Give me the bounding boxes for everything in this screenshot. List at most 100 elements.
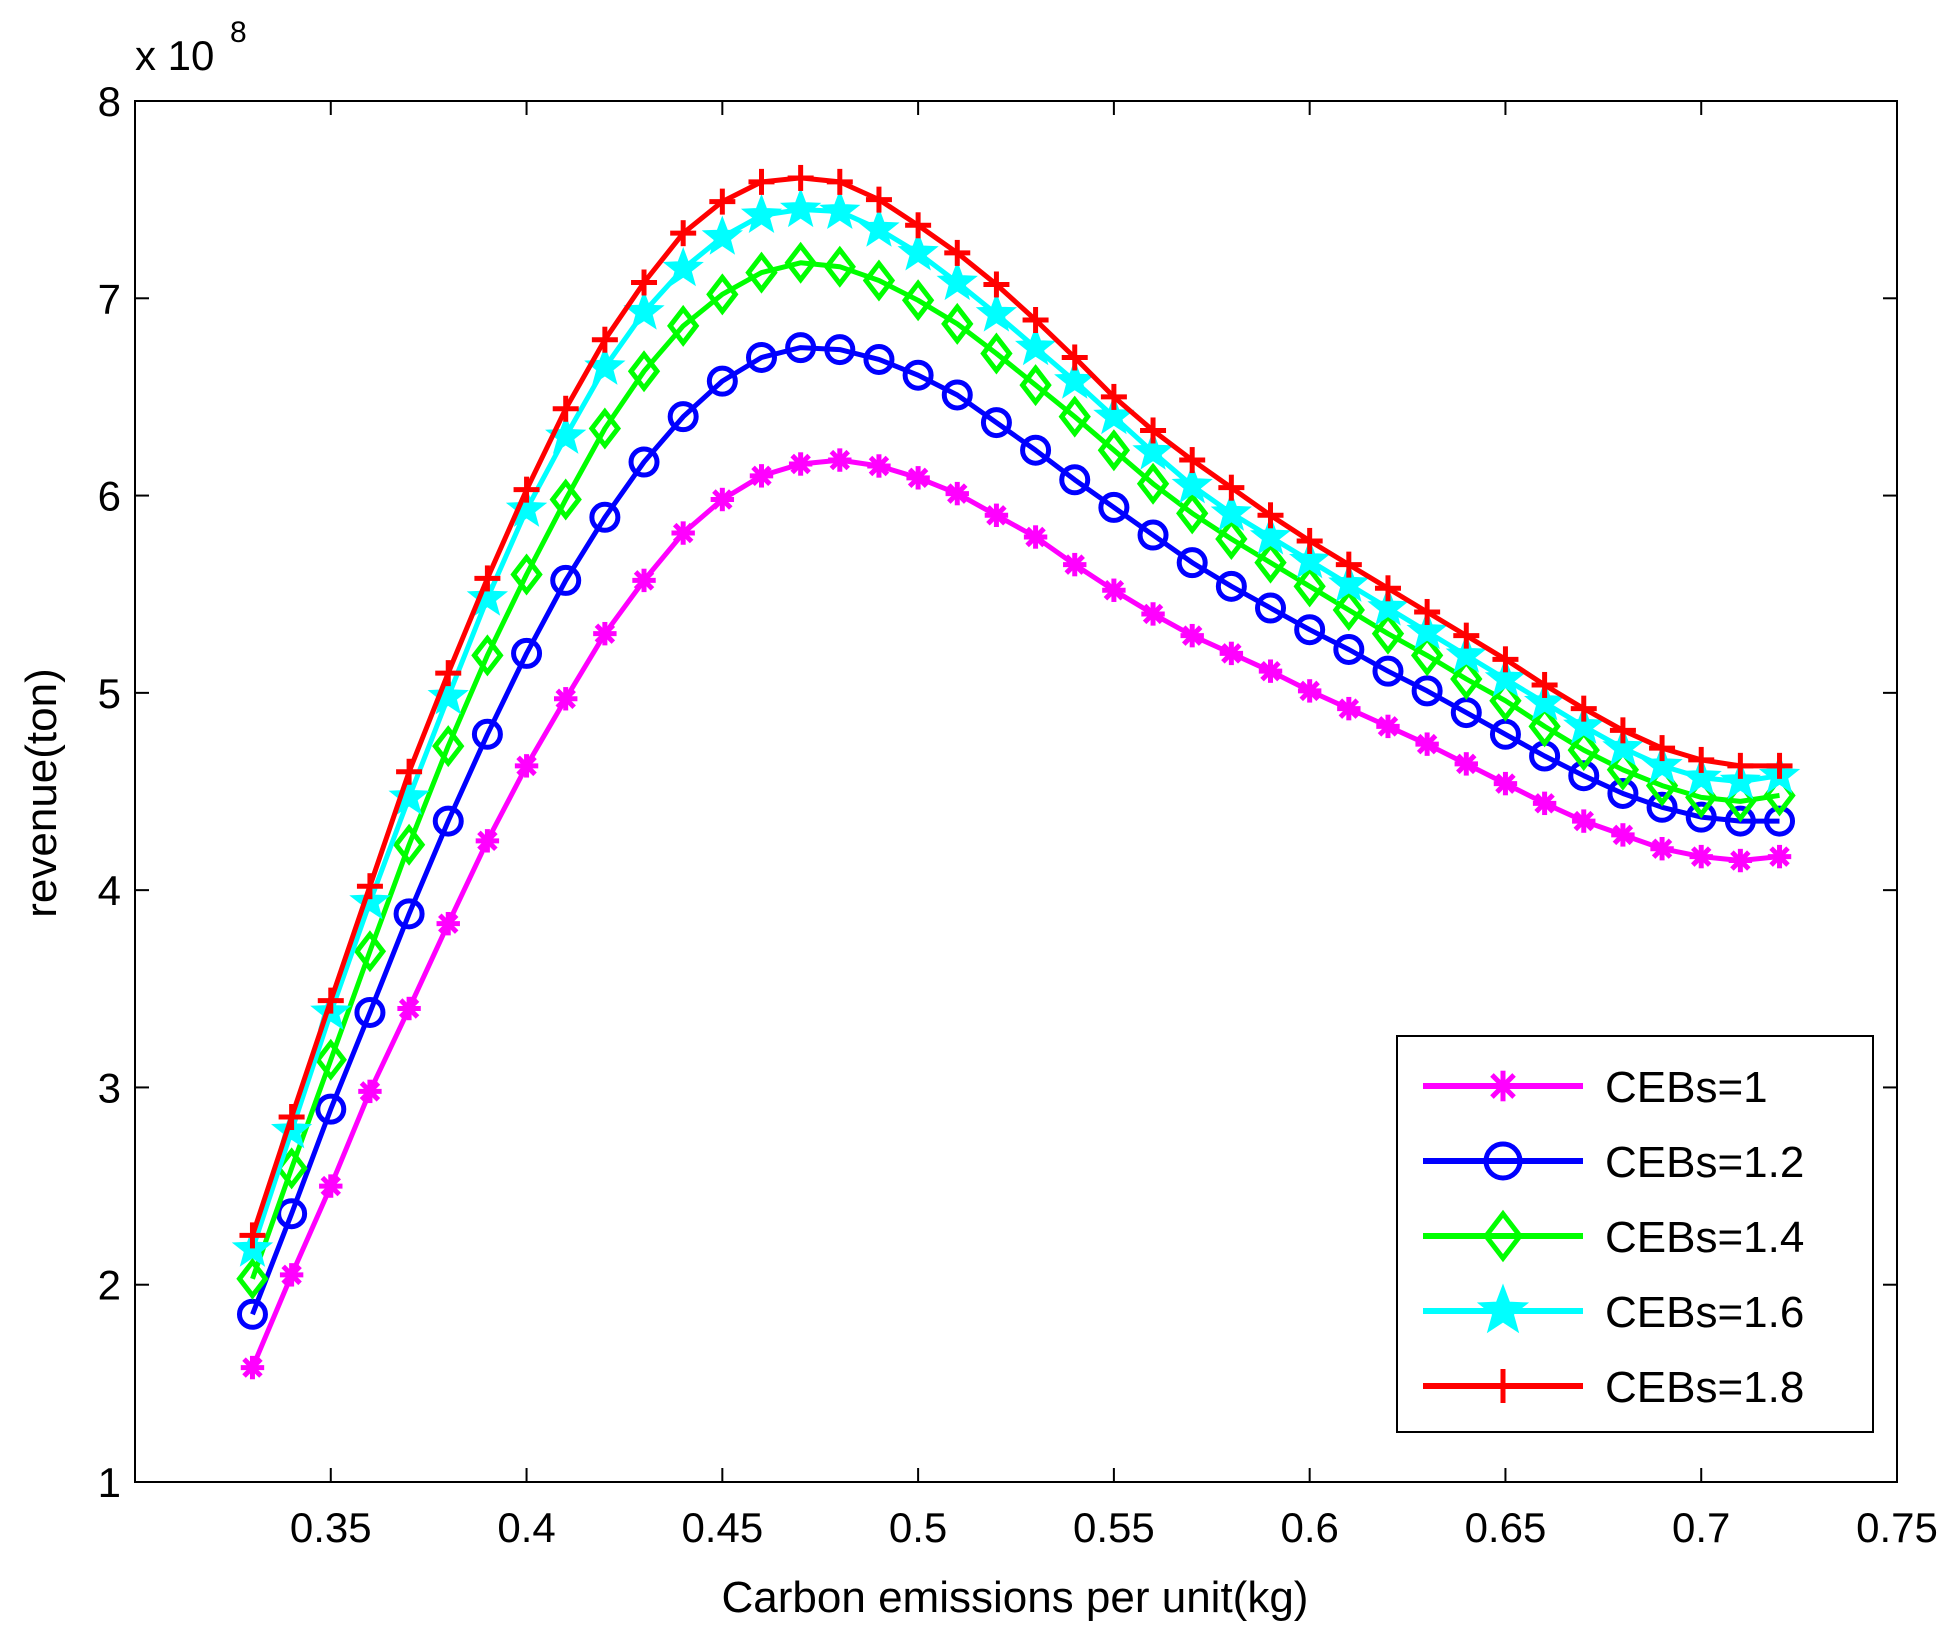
series-CEBs=1 (240, 448, 1792, 1380)
data-point (1102, 578, 1126, 602)
data-point (1607, 777, 1639, 809)
data-point (511, 637, 543, 669)
x-tick-label: 0.7 (1672, 1504, 1730, 1551)
data-point (936, 260, 978, 301)
data-point (317, 987, 344, 1014)
legend-label: CEBs=1.4 (1605, 1213, 1804, 1262)
data-point (314, 1038, 347, 1081)
series-layer (231, 164, 1801, 1380)
data-point (1255, 592, 1287, 624)
data-point (709, 188, 736, 215)
data-point (1332, 588, 1365, 631)
data-point (1606, 748, 1640, 791)
data-point (902, 359, 934, 391)
data-point (701, 215, 744, 255)
data-point (667, 304, 700, 347)
data-point (779, 187, 822, 228)
series-line (250, 345, 1780, 1316)
data-point (1019, 364, 1052, 407)
data-point (396, 758, 423, 785)
data-point (745, 251, 778, 294)
data-point (427, 675, 469, 715)
data-point (236, 1257, 269, 1300)
data-point (236, 1298, 268, 1330)
y-multiplier-exponent: 8 (230, 16, 247, 49)
data-point (1609, 717, 1636, 744)
data-point (632, 568, 656, 593)
data-point (436, 911, 460, 936)
data-point (983, 271, 1010, 298)
data-point (593, 621, 617, 646)
data-point (1728, 848, 1753, 873)
x-axis: 0.35 0.4 0.45 0.5 0.55 0.6 0.65 0.7 0.75 (290, 101, 1938, 1551)
data-point (1528, 705, 1561, 748)
legend-swatch-marker (1476, 1283, 1530, 1334)
data-point (1141, 602, 1165, 626)
data-point (1689, 844, 1713, 869)
data-point (1602, 726, 1644, 766)
data-point (1766, 752, 1793, 779)
data-point (549, 478, 582, 521)
y-tick-label: 5 (98, 670, 121, 717)
data-point (1337, 696, 1361, 721)
legend-item: CEBs=1.8 (1423, 1363, 1804, 1412)
series-CEBs=1.8 (239, 164, 1793, 1249)
data-point (905, 212, 932, 239)
data-point (984, 503, 1009, 527)
data-point (980, 332, 1013, 375)
data-point (471, 634, 504, 677)
data-point (1293, 565, 1326, 608)
y-multiplier-base: x 10 (135, 32, 214, 79)
data-point (1611, 823, 1635, 847)
data-point (1219, 641, 1244, 666)
data-point (550, 564, 582, 596)
data-point (240, 1355, 265, 1380)
data-point (784, 241, 817, 284)
data-point (1649, 735, 1676, 762)
data-point (1058, 395, 1091, 438)
data-point (1680, 755, 1722, 796)
x-tick-label: 0.75 (1856, 1504, 1938, 1551)
data-point (1176, 492, 1209, 535)
data-point (388, 775, 430, 816)
data-point (1132, 430, 1174, 470)
data-point (901, 279, 935, 322)
legend-label: CEBs=1.2 (1605, 1138, 1804, 1187)
x-tick-label: 0.65 (1465, 1504, 1547, 1551)
data-point (631, 269, 658, 296)
data-point (1171, 464, 1213, 504)
data-point (552, 395, 579, 422)
y-tick-label: 4 (98, 867, 121, 914)
data-point (1523, 681, 1566, 721)
data-point (1335, 551, 1362, 578)
data-point (1767, 844, 1792, 869)
data-point (671, 521, 695, 545)
data-point (278, 1104, 305, 1131)
data-point (787, 164, 814, 191)
data-point (819, 189, 861, 230)
data-point (1406, 609, 1448, 650)
data-point (1140, 417, 1167, 444)
data-point (1180, 623, 1204, 648)
y-tick-label: 8 (98, 78, 121, 125)
data-point (745, 341, 777, 373)
data-point (627, 350, 661, 393)
data-point (706, 365, 738, 397)
x-tick-label: 0.4 (497, 1504, 555, 1551)
data-point (1489, 679, 1522, 722)
data-point (1414, 598, 1441, 625)
data-point (1445, 633, 1487, 673)
data-point (1727, 752, 1754, 779)
y-axis-label: revenue(ton) (17, 668, 66, 917)
data-point (828, 448, 852, 472)
data-point (863, 343, 895, 375)
data-point (1531, 671, 1558, 698)
series-line (250, 175, 1780, 1237)
data-point (1097, 429, 1131, 472)
data-point (1098, 491, 1130, 523)
y-tick-label: 2 (98, 1262, 121, 1309)
data-point (1061, 344, 1088, 371)
data-point (356, 873, 383, 900)
x-tick-label: 0.35 (290, 1504, 372, 1551)
